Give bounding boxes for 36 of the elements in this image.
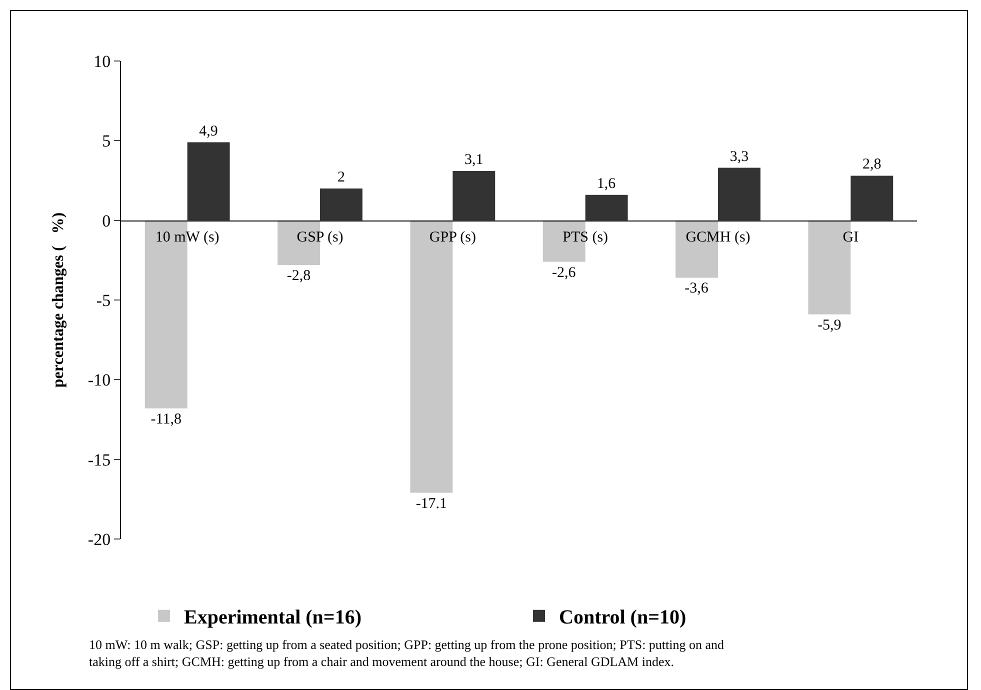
- data-label: -11,8: [150, 411, 182, 428]
- bar: [850, 176, 894, 220]
- x-tick-label: GSP (s): [296, 229, 344, 246]
- data-label: 3,3: [730, 148, 749, 165]
- x-tick-label: GI: [842, 229, 859, 246]
- x-tick-label: 10 mW (s): [155, 229, 220, 246]
- data-label: -5,9: [818, 317, 842, 334]
- y-tick-label: 10: [94, 52, 111, 71]
- y-tick-label: -10: [88, 370, 111, 390]
- legend-label: Control (n=10): [559, 606, 686, 629]
- y-tick-label: 0: [102, 211, 111, 230]
- text: 10 mW: 10 m walk; GSP: getting up from a seated position; GPP: getting up from the prone position; PTS: putting on and taking off a shirt; GCMH: getting up from a chair and movement around the house; GI: General GDLAM index.: [89, 637, 725, 669]
- y-tick-label: 5: [102, 132, 111, 151]
- bar: [187, 142, 230, 220]
- bar: [320, 188, 362, 220]
- x-tick-label: PTS (s): [562, 229, 608, 246]
- data-label: 1,6: [596, 176, 616, 192]
- y-axis-title: percentage changes ( %): [50, 212, 67, 388]
- data-label: -2,8: [286, 268, 311, 284]
- y-tick-label: -5: [96, 290, 111, 310]
- bar: [585, 194, 628, 220]
- bar: [542, 220, 586, 262]
- y-tick-label: -15: [88, 450, 111, 470]
- data-label: -17.1: [416, 496, 448, 512]
- data-label: 4,9: [199, 123, 218, 140]
- x-tick-label: GCMH (s): [686, 229, 750, 246]
- data-label: 2,8: [862, 156, 882, 173]
- x-tick-label: GPP (s): [429, 229, 476, 246]
- data-label: -3,6: [684, 280, 709, 297]
- legend-label: Experimental (n=16): [184, 606, 362, 629]
- y-tick-label: -20: [88, 530, 111, 549]
- bar: [452, 170, 496, 220]
- data-label: 2: [337, 169, 345, 186]
- data-label: 3,1: [464, 152, 484, 168]
- bar: [718, 168, 760, 220]
- data-label: -2,6: [552, 264, 576, 281]
